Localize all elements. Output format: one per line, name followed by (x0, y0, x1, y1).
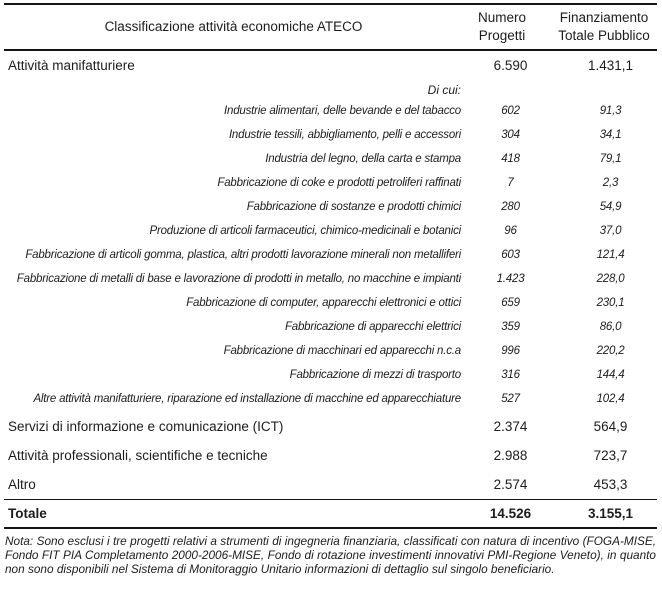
row-label: Fabbricazione di sostanze e prodotti chi… (246, 201, 461, 213)
table-row: Industrie alimentari, delle bevande e de… (4, 100, 657, 124)
row-label: Altre attività manifatturiere, riparazio… (33, 393, 461, 405)
table-header: Classificazione attività economiche ATEC… (4, 4, 657, 51)
table-body: Attività manifatturiere 6.590 1.431,1 Di cu… (4, 50, 657, 529)
table-row: Fabbricazione di articoli gomma, plastic… (4, 244, 657, 268)
row-finanziamento: 1.431,1 (587, 58, 634, 73)
table-row: Fabbricazione di computer, apparecchi el… (4, 292, 657, 316)
row-finanziamento: 86,0 (599, 321, 622, 333)
row-label: Attività manifatturiere (8, 58, 135, 73)
row-numero-progetti: 996 (501, 345, 520, 357)
table-row: Attività professionali, scientifiche e t… (4, 441, 657, 470)
row-numero-progetti: 1.423 (496, 273, 525, 285)
row-label: Fabbricazione di computer, apparecchi el… (186, 297, 461, 309)
footnote: Nota: Sono esclusi i tre progetti relati… (5, 534, 656, 576)
table-row: Produzione di articoli farmaceutici, chi… (4, 220, 657, 244)
table-row: Altro 2.574 453,3 (4, 470, 657, 500)
row-finanziamento: 3.155,1 (551, 499, 657, 529)
row-label: Fabbricazione di macchinari ed apparecch… (223, 345, 462, 357)
row-label: Fabbricazione di apparecchi elettrici (284, 321, 461, 333)
row-label: Servizi di informazione e comunicazione … (8, 419, 284, 434)
table-row: Servizi di informazione e comunicazione … (4, 412, 657, 441)
row-numero-progetti: 602 (501, 105, 520, 117)
row-numero-progetti: 603 (501, 249, 520, 261)
row-label: Altro (8, 477, 36, 492)
row-numero-progetti: 418 (501, 153, 520, 165)
header-finanziamento-totale-pubblico: Finanziamento Totale Pubblico (551, 4, 657, 51)
ateco-classification-table: Classificazione attività economiche ATEC… (4, 3, 657, 529)
row-numero-progetti: 96 (504, 225, 517, 237)
row-label: Fabbricazione di coke e prodotti petroli… (217, 177, 461, 189)
row-numero-progetti: 2.988 (493, 448, 528, 463)
row-finanziamento: 79,1 (599, 153, 622, 165)
row-numero-progetti: 14.526 (463, 499, 551, 529)
row-label: Industria del legno, della carta e stamp… (265, 153, 461, 165)
row-finanziamento: 121,4 (596, 249, 625, 261)
row-numero-progetti: 2.374 (493, 419, 528, 434)
row-numero-progetti: 304 (501, 129, 520, 141)
row-finanziamento: 230,1 (596, 297, 625, 309)
table-row: Industria del legno, della carta e stamp… (4, 148, 657, 172)
table-row: Attività manifatturiere 6.590 1.431,1 (4, 50, 657, 80)
row-finanziamento: 2,3 (602, 177, 619, 189)
row-numero-progetti: 359 (501, 321, 520, 333)
row-numero-progetti: 527 (501, 393, 520, 405)
table-row: Fabbricazione di coke e prodotti petroli… (4, 172, 657, 196)
row-label: Attività professionali, scientifiche e t… (8, 448, 268, 463)
table-row: Fabbricazione di apparecchi elettrici 359… (4, 316, 657, 340)
row-finanziamento: 228,0 (596, 273, 625, 285)
row-finanziamento: 37,0 (599, 225, 622, 237)
row-finanziamento: 34,1 (599, 129, 622, 141)
table-row: Fabbricazione di sostanze e prodotti chi… (4, 196, 657, 220)
header-classificazione: Classificazione attività economiche ATEC… (4, 4, 463, 51)
row-label: Industrie alimentari, delle bevande e de… (224, 105, 461, 117)
row-finanziamento (551, 80, 657, 100)
row-numero-progetti: 2.574 (493, 477, 528, 492)
row-finanziamento: 220,2 (596, 345, 625, 357)
row-finanziamento: 144,4 (596, 369, 625, 381)
row-finanziamento: 453,3 (593, 477, 628, 492)
table-row: Altre attività manifatturiere, riparazio… (4, 388, 657, 412)
row-numero-progetti: 659 (501, 297, 520, 309)
row-finanziamento: 102,4 (596, 393, 625, 405)
row-numero-progetti: 6.590 (493, 58, 528, 73)
row-finanziamento: 91,3 (599, 105, 622, 117)
table-row: Fabbricazione di macchinari ed apparecch… (4, 340, 657, 364)
row-label: Fabbricazione di articoli gomma, plastic… (25, 249, 461, 261)
row-finanziamento: 54,9 (599, 201, 622, 213)
row-label: Fabbricazione di mezzi di trasporto (289, 369, 462, 381)
row-numero-progetti: 316 (501, 369, 520, 381)
row-finanziamento: 564,9 (593, 419, 628, 434)
row-numero-progetti: 280 (501, 201, 520, 213)
table-row: Fabbricazione di metalli di base e lavor… (4, 268, 657, 292)
row-numero-progetti (463, 80, 551, 100)
table-row: Di cui: (4, 80, 657, 100)
row-label: Produzione di articoli farmaceutici, chi… (149, 225, 462, 237)
header-row: Classificazione attività economiche ATEC… (4, 4, 657, 51)
row-label: Industrie tessili, abbigliamento, pelli … (228, 129, 461, 141)
row-numero-progetti: 7 (507, 177, 514, 189)
table-row: Industrie tessili, abbigliamento, pelli … (4, 124, 657, 148)
row-label: Di cui: (427, 83, 461, 97)
table-row: Totale 14.526 3.155,1 (4, 499, 657, 529)
header-numero-progetti: Numero Progetti (463, 4, 551, 51)
row-label: Totale (4, 499, 463, 529)
table-row: Fabbricazione di mezzi di trasporto 316 14… (4, 364, 657, 388)
row-finanziamento: 723,7 (593, 448, 628, 463)
row-label: Fabbricazione di metalli di base e lavor… (16, 273, 461, 285)
